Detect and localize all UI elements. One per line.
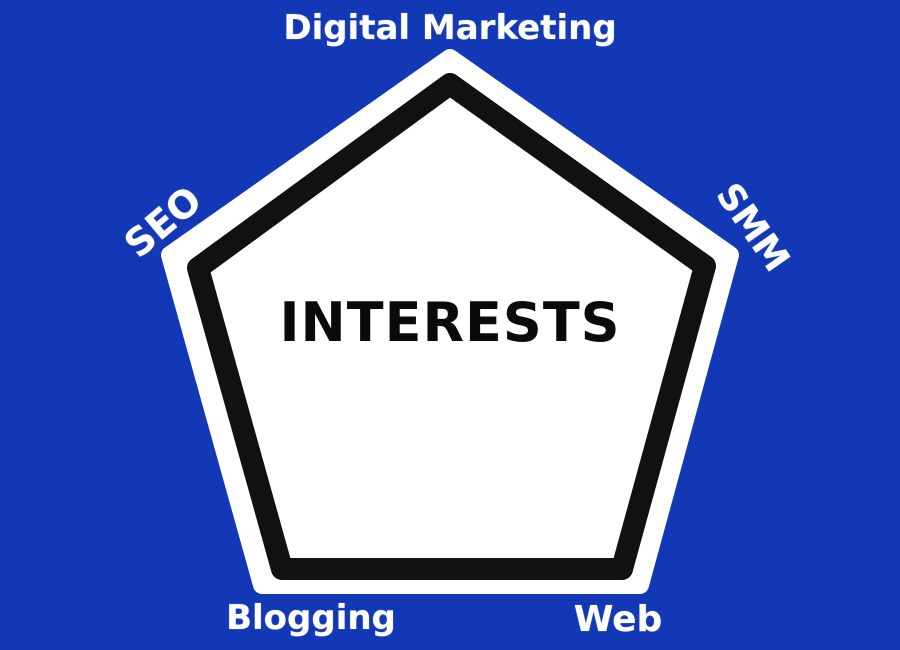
pentagon-shape bbox=[187, 73, 716, 580]
topic-blogging: Blogging bbox=[226, 598, 396, 638]
center-title: INTERESTS bbox=[279, 291, 621, 354]
topic-digital-marketing: Digital Marketing bbox=[283, 8, 617, 48]
topic-web: Web bbox=[573, 599, 663, 640]
